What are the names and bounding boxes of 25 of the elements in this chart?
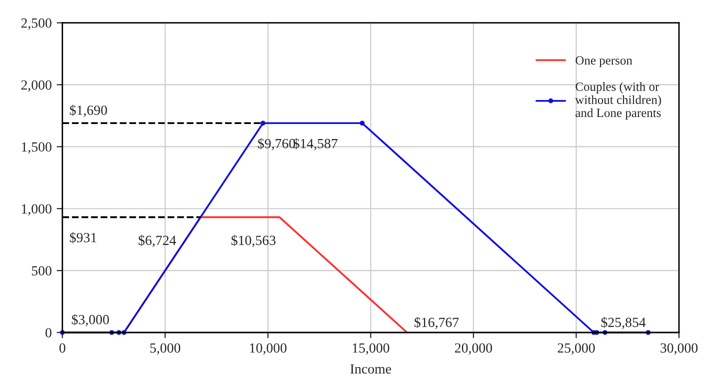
legend-label: Couples (with or without children) and Lone parents [575, 82, 662, 120]
y-tick-label: 1,500 [22, 142, 52, 154]
annotation: $931 [70, 232, 96, 244]
y-tick-label: 2,000 [21, 80, 52, 92]
x-tick-label: 15,000 [352, 343, 390, 355]
x-tick-label: 5,000 [150, 343, 180, 355]
x-tick-label: 30,000 [660, 343, 698, 355]
y-tick-label: 2,500 [21, 18, 52, 30]
y-tick-label: 500 [32, 266, 52, 276]
annotation: $14,587 [293, 138, 338, 150]
annotation: $6,724 [138, 234, 176, 248]
annotation: $16,767 [414, 316, 459, 330]
y-tick-label: 0 [46, 328, 52, 338]
annotation: $9,760 [258, 138, 296, 150]
annotation: $10,563 [231, 234, 276, 248]
annotation: $1,690 [70, 104, 107, 117]
x-tick-label: 20,000 [454, 343, 492, 355]
annotation: $3,000 [72, 314, 109, 326]
x-axis-title: Income [350, 364, 392, 374]
x-tick-label: 10,000 [250, 343, 286, 355]
x-tick-label: 25,000 [558, 343, 595, 355]
y-tick-label: 1,000 [22, 204, 52, 216]
legend-label: One person [576, 56, 632, 68]
x-tick-label: 0 [59, 343, 66, 353]
annotation: $25,854 [601, 316, 646, 330]
